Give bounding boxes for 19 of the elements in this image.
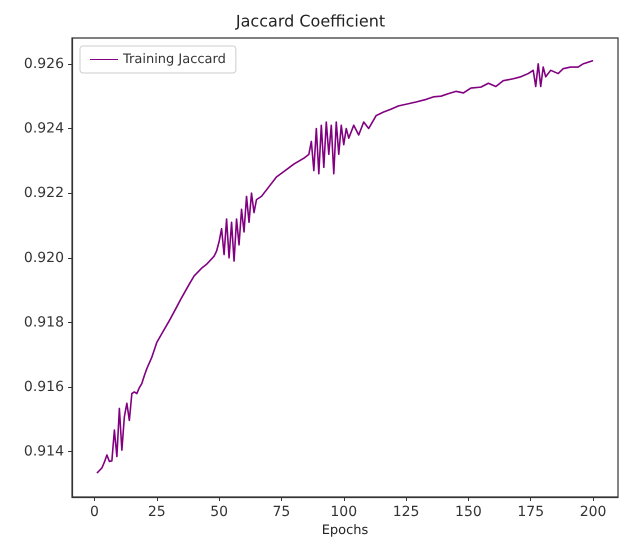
y-tick-label: 0.916 — [24, 379, 64, 396]
y-tick-label: 0.924 — [24, 120, 64, 137]
x-tick-label: 50 — [210, 504, 228, 520]
x-tick-label: 25 — [148, 504, 166, 520]
x-axis-title: Epochs — [322, 522, 369, 538]
x-tick-label: 150 — [455, 504, 482, 520]
x-tick-label: 200 — [580, 504, 606, 520]
y-tick-label: 0.918 — [24, 314, 64, 330]
y-tick-label: 0.914 — [24, 444, 64, 460]
chart-title: Jaccard Coefficient — [234, 12, 386, 30]
x-tick-label: 175 — [517, 504, 544, 520]
x-tick-label: 100 — [330, 504, 358, 520]
x-tick-label: 75 — [272, 504, 290, 520]
y-tick-label: 0.926 — [24, 56, 64, 72]
x-tick-label: 0 — [90, 504, 99, 520]
x-tick-label: 125 — [392, 504, 420, 520]
legend-label: Training Jaccard — [122, 52, 226, 67]
y-tick-label: 0.920 — [24, 250, 64, 266]
y-tick-label: 0.922 — [24, 185, 64, 202]
